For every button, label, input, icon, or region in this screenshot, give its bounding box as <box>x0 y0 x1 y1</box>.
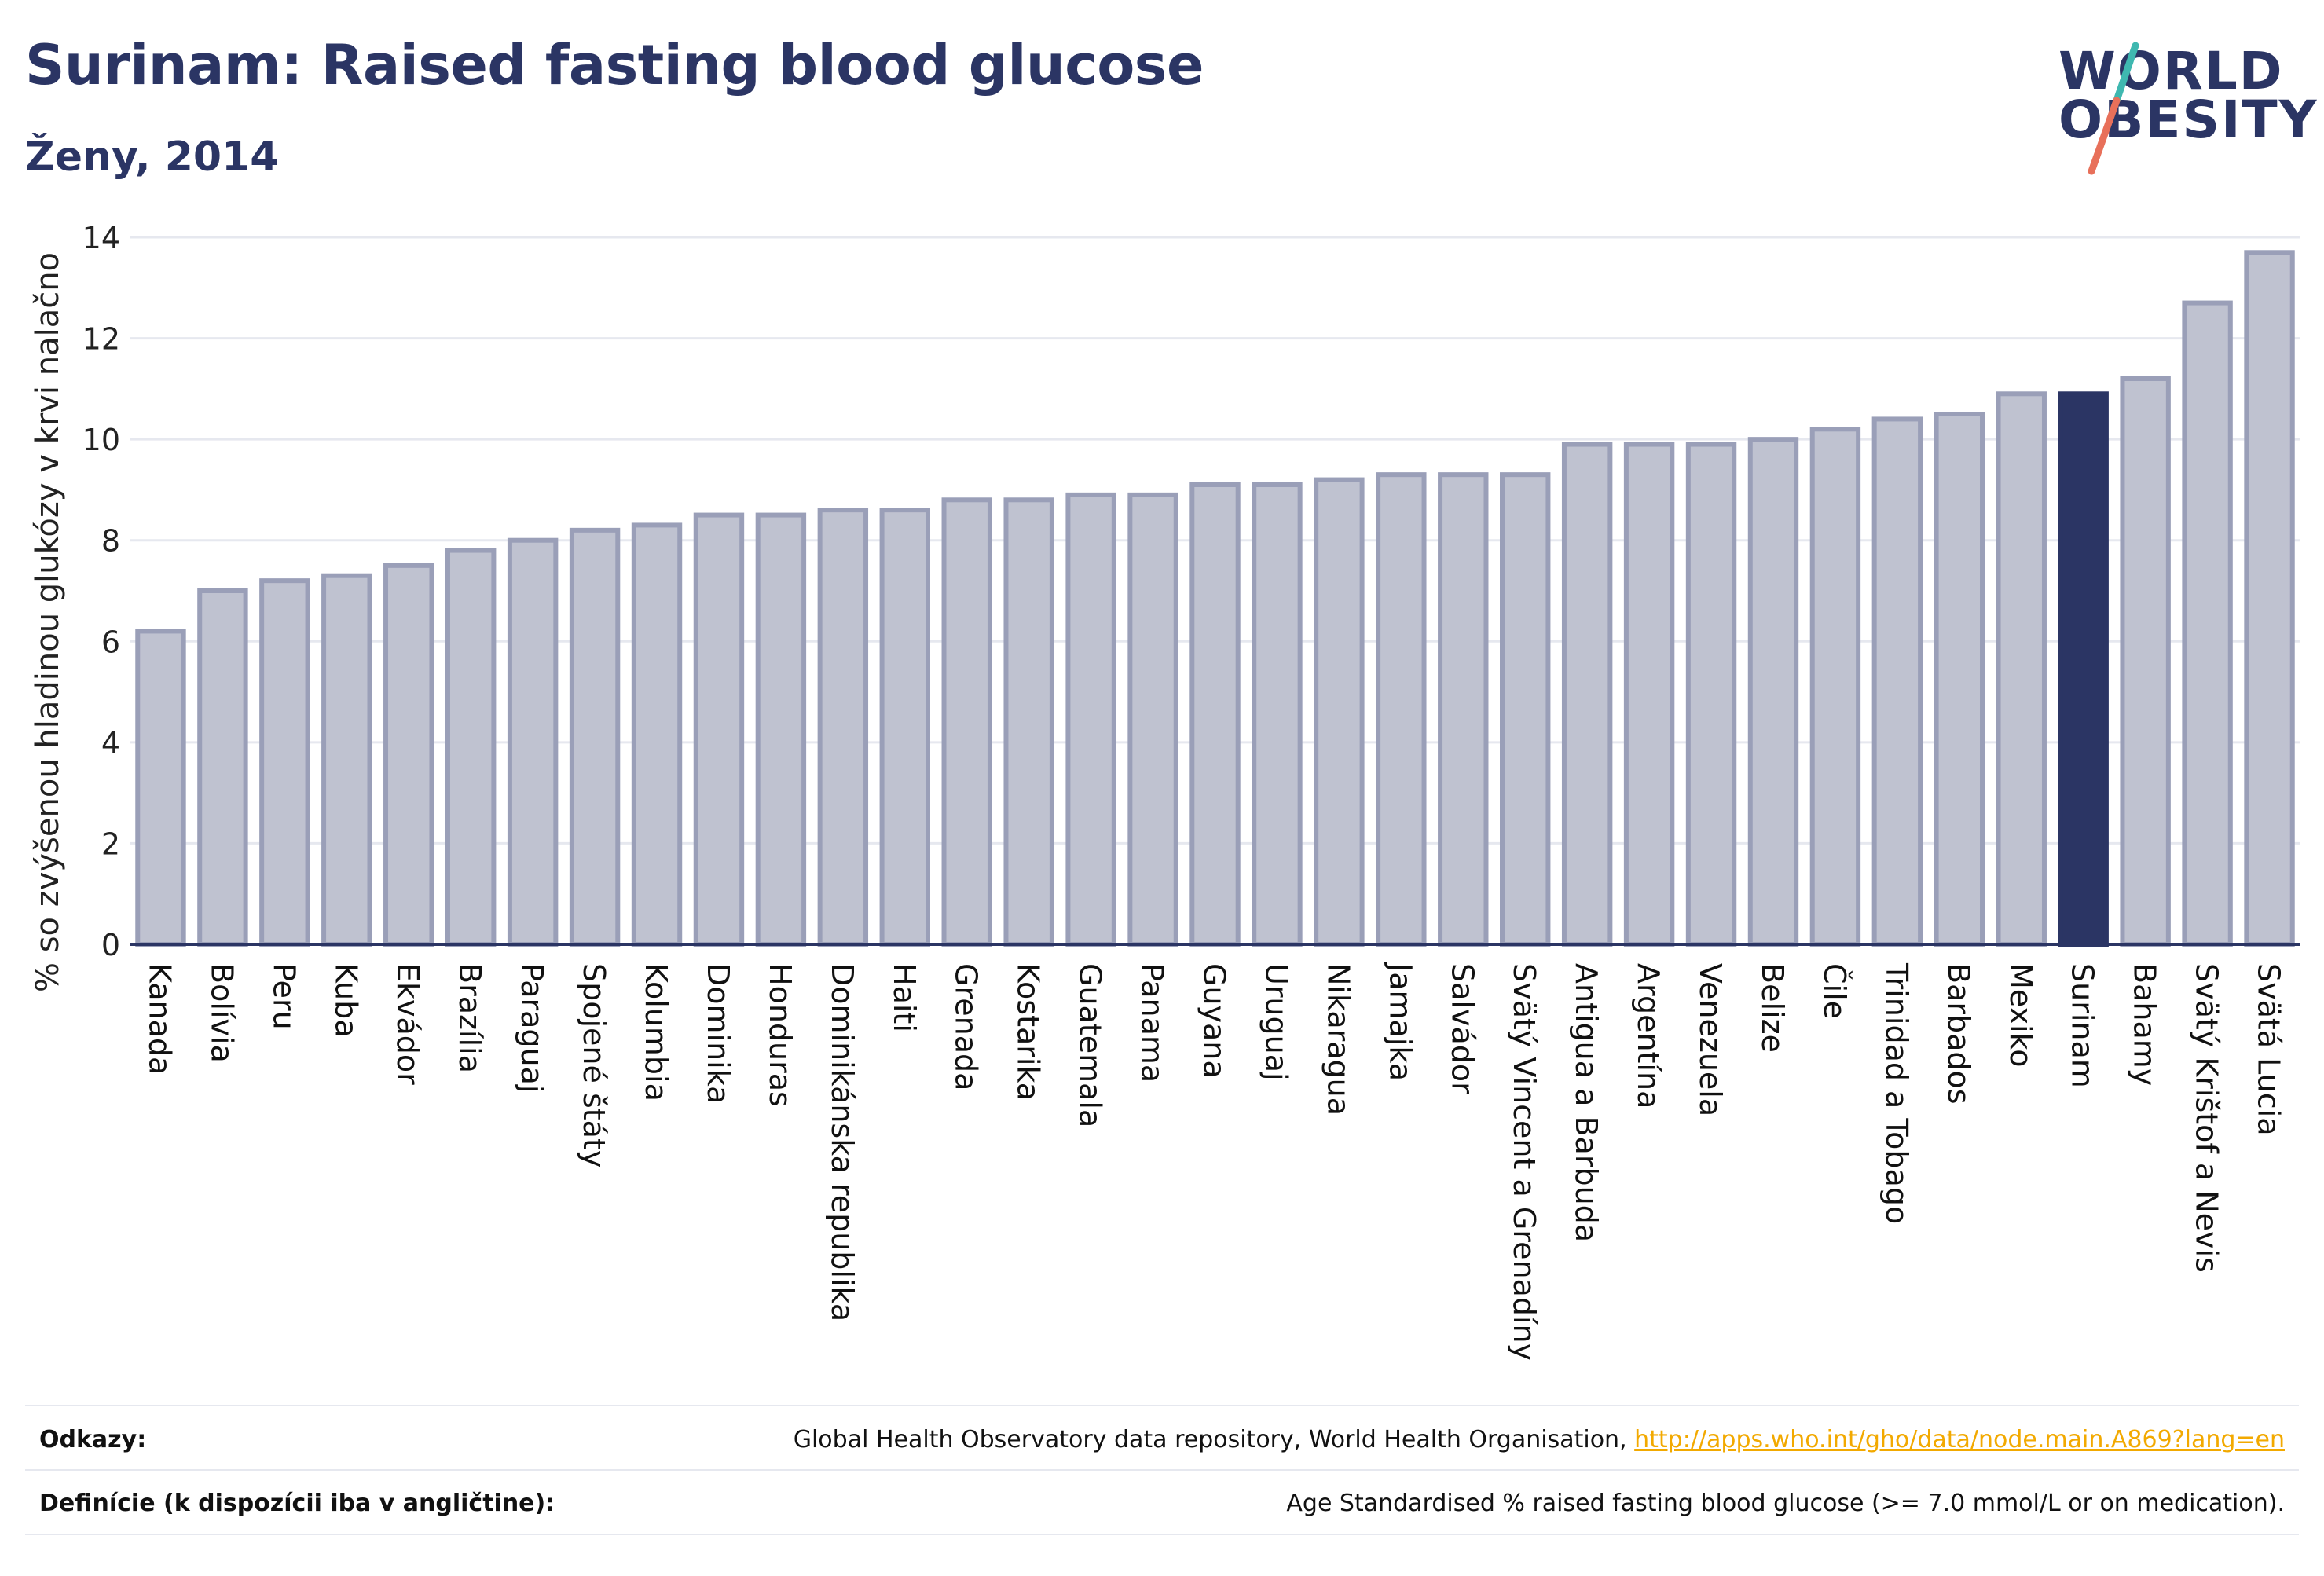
bar <box>2120 376 2171 947</box>
y-tick-label: 12 <box>82 322 120 357</box>
bar <box>445 548 497 947</box>
bar <box>879 508 930 947</box>
footer-divider-bottom <box>25 1534 2299 1535</box>
y-tick-label: 14 <box>82 221 120 255</box>
x-tick-label: Panama <box>1135 963 1170 1083</box>
x-tick-label: Antigua a Barbuda <box>1569 963 1604 1242</box>
x-tick-label: Kolumbia <box>639 963 673 1101</box>
y-tick-label: 10 <box>82 423 120 457</box>
footer-divider-middle <box>25 1469 2299 1471</box>
x-tick-label: Jamajka <box>1383 962 1417 1081</box>
definition-value: Age Standardised % raised fasting blood … <box>1286 1490 2285 1517</box>
bar <box>1747 437 1799 947</box>
x-tick-label: Spojené štáty <box>577 963 611 1167</box>
x-tick-label: Peru <box>266 963 301 1030</box>
x-tick-label: Dominikánska republika <box>825 963 860 1321</box>
bar <box>1065 492 1116 947</box>
chart-title: Surinam: Raised fasting blood glucose <box>25 33 1204 97</box>
bar <box>507 537 559 947</box>
definition-label: Definície (k dispozícii iba v angličtine… <box>39 1490 555 1517</box>
x-tick-label: Paraguaj <box>515 963 549 1093</box>
x-tick-label: Ekvádor <box>390 963 425 1085</box>
x-tick-label: Belize <box>1755 963 1790 1053</box>
footer-definition-row: Definície (k dispozícii iba v angličtine… <box>25 1490 2299 1524</box>
bar <box>1189 482 1241 947</box>
bar <box>1934 412 1985 947</box>
x-tick-label: Čile <box>1817 963 1852 1019</box>
bar <box>1252 482 1303 947</box>
bar <box>1623 442 1675 947</box>
bar <box>1871 416 1923 947</box>
bar <box>1438 472 1489 947</box>
bar <box>2058 391 2109 947</box>
y-tick-label: 0 <box>101 928 120 962</box>
sources-text: Global Health Observatory data repositor… <box>793 1426 1635 1453</box>
logo-line-1: WORLD <box>2058 41 2284 101</box>
sources-value: Global Health Observatory data repositor… <box>794 1426 2285 1453</box>
x-tick-label: Uruguaj <box>1259 963 1293 1081</box>
x-tick-label: Argentína <box>1631 963 1666 1109</box>
x-tick-label: Svätý Vincent a Grenadíny <box>1507 963 1541 1361</box>
bar <box>1127 492 1178 947</box>
logo-slash-icon <box>2088 42 2139 175</box>
x-tick-label: Kanada <box>142 963 177 1075</box>
x-tick-label: Salvádor <box>1445 963 1479 1094</box>
bar <box>135 629 186 947</box>
x-tick-label: Svätý Krištof a Nevis <box>2190 963 2224 1273</box>
x-tick-label: Brazília <box>453 963 487 1073</box>
sources-link[interactable]: http://apps.who.int/gho/data/node.main.A… <box>1634 1426 2285 1453</box>
x-tick-label: Kostarika <box>1011 963 1046 1101</box>
x-tick-label: Honduras <box>763 963 797 1107</box>
bar <box>817 508 869 947</box>
world-obesity-logo: WORLD OBESITY <box>2043 39 2316 175</box>
y-tick-label: 8 <box>101 524 120 559</box>
x-tick-label: Mexiko <box>2003 963 2038 1067</box>
x-tick-label: Guyana <box>1197 963 1232 1079</box>
bar <box>1561 442 1613 947</box>
bar <box>2244 250 2295 947</box>
bar <box>197 588 248 947</box>
bar <box>1376 472 1427 947</box>
bar <box>755 512 807 947</box>
x-tick-label: Svätá Lucia <box>2252 963 2286 1135</box>
x-tick-label: Nikaragua <box>1321 963 1355 1116</box>
y-axis-label: % so zvýšenou hladinou glukózy v krvi na… <box>30 252 66 992</box>
x-tick-label: Haiti <box>887 963 922 1032</box>
x-tick-label: Surinam <box>2066 963 2100 1088</box>
x-tick-label: Barbados <box>1941 963 1976 1105</box>
bar <box>1314 477 1365 947</box>
x-tick-label: Venezuela <box>1693 963 1728 1116</box>
footer-divider-top <box>25 1405 2299 1406</box>
x-tick-label: Trinidad a Tobago <box>1879 962 1914 1224</box>
bar <box>321 573 372 947</box>
bar-chart: 0 2 4 6 8 10 12 14 % so zvýšenou hladinou glukóz… <box>30 221 2300 1361</box>
bar <box>1809 427 1861 947</box>
footer-sources-row: Odkazy: Global Health Observatory data r… <box>25 1426 2299 1461</box>
bar <box>1500 472 1551 947</box>
bar <box>941 497 992 947</box>
bar <box>383 563 434 947</box>
bar <box>693 512 745 947</box>
bar <box>2182 300 2233 947</box>
bar <box>1996 391 2047 947</box>
sources-label: Odkazy: <box>39 1426 147 1453</box>
bar <box>1003 497 1054 947</box>
x-tick-label: Bahamy <box>2128 963 2162 1086</box>
bar <box>569 527 621 947</box>
x-tick-label: Bolívia <box>204 963 239 1063</box>
x-tick-label: Grenada <box>949 963 984 1090</box>
bar <box>631 522 683 947</box>
bar <box>1685 442 1737 947</box>
x-tick-label: Kuba <box>328 963 363 1038</box>
x-tick-label: Guatemala <box>1073 963 1108 1127</box>
bar <box>259 578 310 947</box>
y-tick-label: 2 <box>101 826 120 861</box>
chart-subtitle: Ženy, 2014 <box>25 134 279 181</box>
y-tick-label: 4 <box>101 726 120 761</box>
x-tick-label: Dominika <box>701 963 735 1104</box>
y-tick-label: 6 <box>101 625 120 659</box>
